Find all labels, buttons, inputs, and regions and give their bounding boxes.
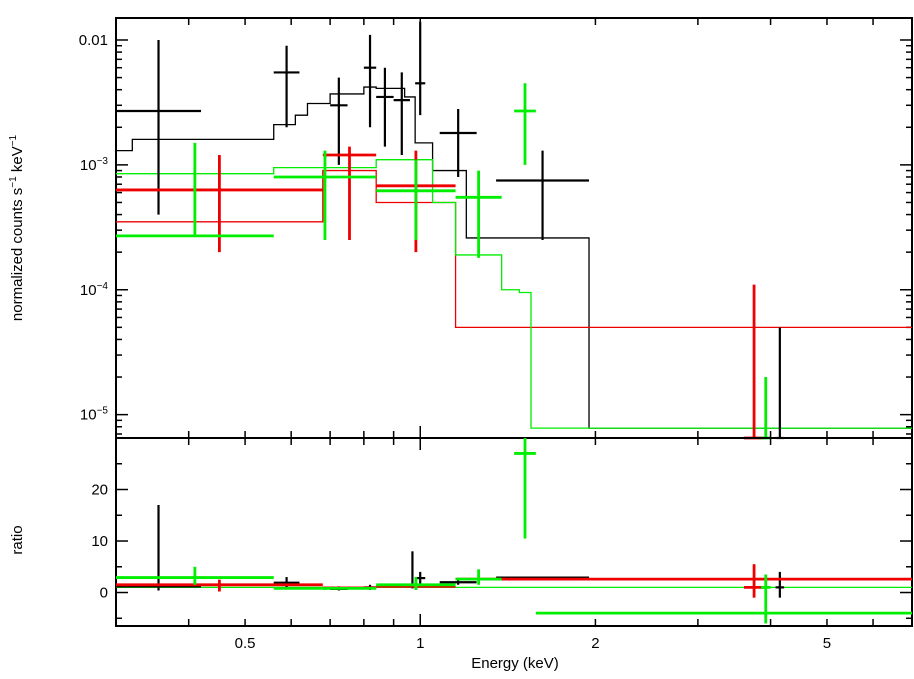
lower-x-ticks: 0.5 1 2 5 bbox=[115, 438, 913, 652]
upper-model-green bbox=[116, 159, 912, 429]
lower-y-tick-label: 0 bbox=[100, 585, 108, 602]
upper-data-points bbox=[116, 21, 785, 440]
x-tick-label: 0.5 bbox=[235, 635, 256, 652]
upper-plot-frame bbox=[115, 17, 913, 439]
upper-y-axis-label: normalized counts s−1 keV−1 bbox=[8, 134, 26, 321]
lower-y-tick-label: 10 bbox=[91, 533, 108, 550]
upper-y-tick-label: 10−5 bbox=[80, 406, 109, 424]
upper-panel: 0.01 10−3 10−4 10−5 normalized counts s−1 k… bbox=[8, 17, 913, 440]
x-axis-label: Energy (keV) bbox=[471, 655, 559, 672]
x-tick-label: 1 bbox=[416, 635, 424, 652]
lower-data-points bbox=[116, 438, 912, 624]
upper-y-ticks: 0.01 10−3 10−4 10−5 bbox=[79, 32, 912, 435]
upper-y-tick-label: 10−3 bbox=[80, 156, 109, 174]
lower-y-axis-label: ratio bbox=[9, 525, 26, 554]
lower-y-tick-label: 20 bbox=[91, 482, 108, 499]
x-tick-label: 5 bbox=[823, 635, 831, 652]
x-tick-label: 2 bbox=[591, 635, 599, 652]
upper-model-red bbox=[116, 169, 912, 328]
upper-x-ticks bbox=[115, 18, 913, 438]
lower-panel: 0 10 20 0.5 1 2 5 ratio Energy (keV) bbox=[9, 437, 913, 672]
upper-y-tick-label: 10−4 bbox=[80, 281, 109, 299]
upper-y-tick-label: 0.01 bbox=[79, 32, 108, 49]
upper-model-lines bbox=[116, 86, 912, 429]
lower-plot-frame bbox=[115, 437, 913, 627]
lower-y-ticks: 0 10 20 bbox=[91, 463, 912, 620]
upper-model-black bbox=[116, 86, 912, 429]
